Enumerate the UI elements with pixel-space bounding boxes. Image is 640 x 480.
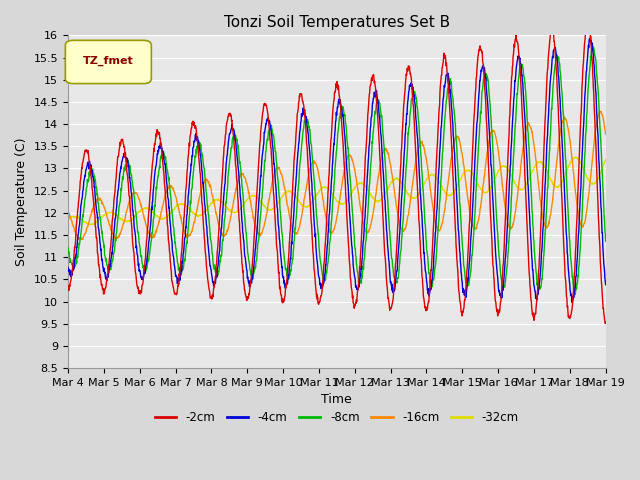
X-axis label: Time: Time	[321, 394, 352, 407]
Title: Tonzi Soil Temperatures Set B: Tonzi Soil Temperatures Set B	[224, 15, 450, 30]
FancyBboxPatch shape	[65, 40, 151, 84]
Legend: -2cm, -4cm, -8cm, -16cm, -32cm: -2cm, -4cm, -8cm, -16cm, -32cm	[150, 407, 524, 429]
Y-axis label: Soil Temperature (C): Soil Temperature (C)	[15, 137, 28, 266]
Text: TZ_fmet: TZ_fmet	[83, 56, 134, 66]
